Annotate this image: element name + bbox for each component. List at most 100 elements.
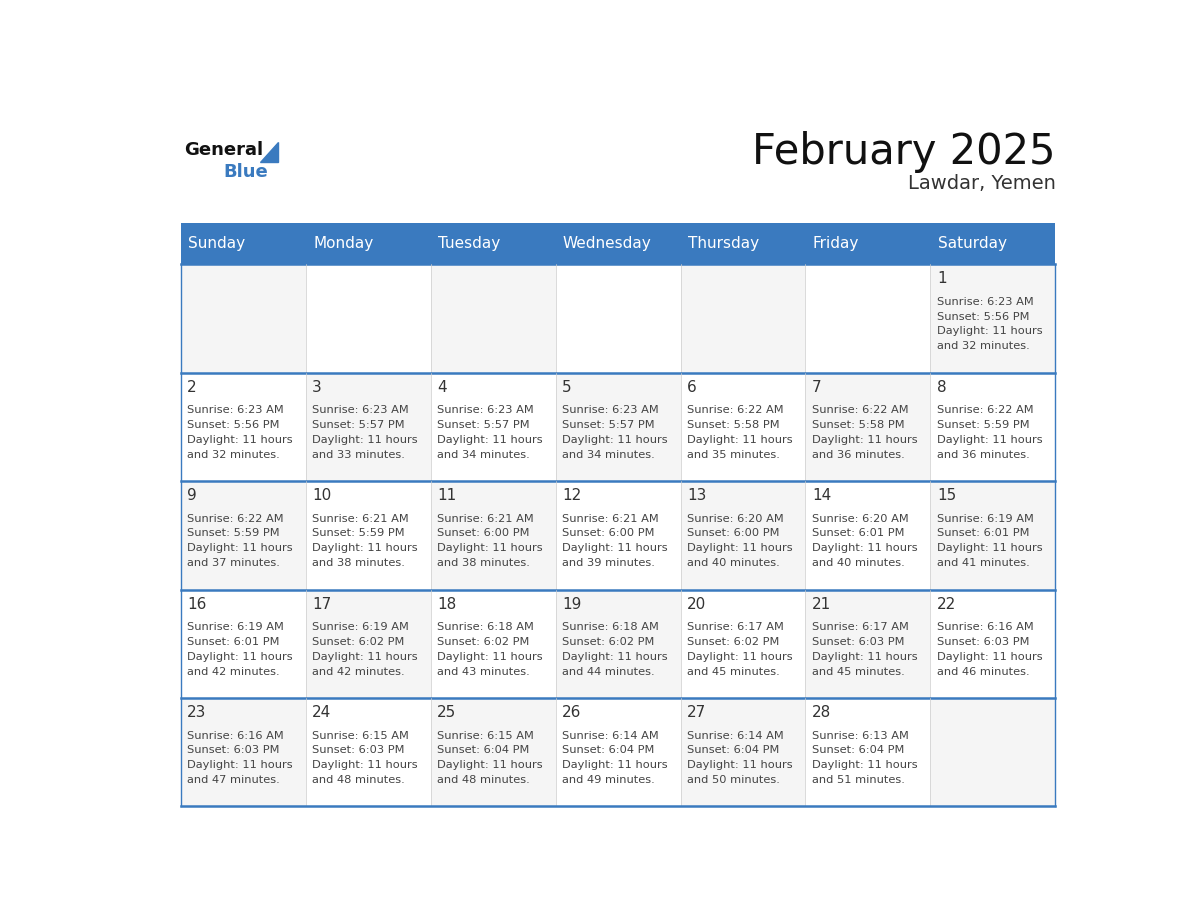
Text: Sunrise: 6:19 AM: Sunrise: 6:19 AM [937,514,1034,523]
Text: Sunset: 6:04 PM: Sunset: 6:04 PM [562,745,655,756]
FancyBboxPatch shape [305,264,430,373]
FancyBboxPatch shape [805,264,930,373]
FancyBboxPatch shape [305,698,430,806]
Text: Sunrise: 6:23 AM: Sunrise: 6:23 AM [312,405,409,415]
Text: Daylight: 11 hours: Daylight: 11 hours [437,543,543,554]
Text: Sunset: 5:59 PM: Sunset: 5:59 PM [312,529,405,539]
Text: Sunset: 5:57 PM: Sunset: 5:57 PM [562,420,655,430]
Text: Sunrise: 6:22 AM: Sunrise: 6:22 AM [188,514,284,523]
Text: Sunrise: 6:15 AM: Sunrise: 6:15 AM [312,731,409,741]
Text: Sunset: 6:00 PM: Sunset: 6:00 PM [562,529,655,539]
Text: 14: 14 [811,488,832,503]
Text: 17: 17 [312,597,331,611]
Text: Sunrise: 6:16 AM: Sunrise: 6:16 AM [188,731,284,741]
Text: Wednesday: Wednesday [563,236,652,252]
Text: 13: 13 [687,488,707,503]
Text: Sunrise: 6:22 AM: Sunrise: 6:22 AM [937,405,1034,415]
Text: Sunrise: 6:23 AM: Sunrise: 6:23 AM [937,297,1034,307]
FancyBboxPatch shape [430,698,556,806]
Text: 9: 9 [188,488,197,503]
Text: and 42 minutes.: and 42 minutes. [312,666,405,677]
Text: 25: 25 [437,705,456,720]
Text: Monday: Monday [314,236,373,252]
Text: Thursday: Thursday [688,236,759,252]
Text: Sunrise: 6:23 AM: Sunrise: 6:23 AM [437,405,533,415]
Text: Daylight: 11 hours: Daylight: 11 hours [937,435,1043,445]
Text: Sunset: 6:03 PM: Sunset: 6:03 PM [811,637,904,647]
FancyBboxPatch shape [805,481,930,589]
FancyBboxPatch shape [430,481,556,589]
Text: Sunday: Sunday [188,236,245,252]
Text: Daylight: 11 hours: Daylight: 11 hours [687,652,792,662]
Text: Daylight: 11 hours: Daylight: 11 hours [312,760,418,770]
Text: 8: 8 [937,380,947,395]
Text: Sunset: 5:56 PM: Sunset: 5:56 PM [188,420,279,430]
Text: Sunrise: 6:21 AM: Sunrise: 6:21 AM [312,514,409,523]
Text: Sunset: 6:03 PM: Sunset: 6:03 PM [312,745,405,756]
FancyBboxPatch shape [681,373,805,481]
Text: Daylight: 11 hours: Daylight: 11 hours [437,435,543,445]
FancyBboxPatch shape [305,589,430,698]
Text: Daylight: 11 hours: Daylight: 11 hours [937,652,1043,662]
Text: Sunrise: 6:15 AM: Sunrise: 6:15 AM [437,731,533,741]
Text: Sunset: 6:04 PM: Sunset: 6:04 PM [437,745,530,756]
Polygon shape [260,142,278,162]
Text: Daylight: 11 hours: Daylight: 11 hours [687,435,792,445]
Text: 15: 15 [937,488,956,503]
Text: and 42 minutes.: and 42 minutes. [188,666,280,677]
Text: 24: 24 [312,705,331,720]
Text: and 45 minutes.: and 45 minutes. [811,666,905,677]
Text: 26: 26 [562,705,581,720]
Text: and 37 minutes.: and 37 minutes. [188,558,280,568]
Text: and 32 minutes.: and 32 minutes. [188,450,280,460]
Text: 20: 20 [687,597,706,611]
FancyBboxPatch shape [181,698,305,806]
Text: and 33 minutes.: and 33 minutes. [312,450,405,460]
Text: and 44 minutes.: and 44 minutes. [562,666,655,677]
FancyBboxPatch shape [556,698,681,806]
Text: Sunrise: 6:14 AM: Sunrise: 6:14 AM [687,731,784,741]
Text: Sunrise: 6:18 AM: Sunrise: 6:18 AM [437,622,533,633]
FancyBboxPatch shape [556,481,681,589]
FancyBboxPatch shape [430,373,556,481]
Text: 1: 1 [937,272,947,286]
FancyBboxPatch shape [430,264,556,373]
Text: Daylight: 11 hours: Daylight: 11 hours [562,652,668,662]
Text: 16: 16 [188,597,207,611]
Text: and 46 minutes.: and 46 minutes. [937,666,1030,677]
Text: 4: 4 [437,380,447,395]
Text: Sunrise: 6:21 AM: Sunrise: 6:21 AM [562,514,659,523]
Text: and 35 minutes.: and 35 minutes. [687,450,779,460]
FancyBboxPatch shape [930,373,1055,481]
Text: Lawdar, Yemen: Lawdar, Yemen [908,174,1055,193]
Text: and 41 minutes.: and 41 minutes. [937,558,1030,568]
Text: Sunrise: 6:19 AM: Sunrise: 6:19 AM [188,622,284,633]
FancyBboxPatch shape [181,589,305,698]
Text: 7: 7 [811,380,822,395]
Text: 21: 21 [811,597,832,611]
FancyBboxPatch shape [805,373,930,481]
Text: Daylight: 11 hours: Daylight: 11 hours [811,652,917,662]
FancyBboxPatch shape [681,698,805,806]
Text: 11: 11 [437,488,456,503]
Text: 22: 22 [937,597,956,611]
Text: and 34 minutes.: and 34 minutes. [437,450,530,460]
Text: Sunset: 6:04 PM: Sunset: 6:04 PM [687,745,779,756]
Text: and 49 minutes.: and 49 minutes. [562,775,655,785]
Text: Daylight: 11 hours: Daylight: 11 hours [562,543,668,554]
Text: and 38 minutes.: and 38 minutes. [312,558,405,568]
Text: 3: 3 [312,380,322,395]
FancyBboxPatch shape [556,589,681,698]
Text: 18: 18 [437,597,456,611]
FancyBboxPatch shape [930,264,1055,373]
Text: Sunrise: 6:22 AM: Sunrise: 6:22 AM [811,405,909,415]
Text: Daylight: 11 hours: Daylight: 11 hours [562,435,668,445]
Text: 5: 5 [562,380,571,395]
Text: Sunset: 6:01 PM: Sunset: 6:01 PM [188,637,279,647]
Text: 23: 23 [188,705,207,720]
Text: Sunset: 6:03 PM: Sunset: 6:03 PM [937,637,1029,647]
Text: and 40 minutes.: and 40 minutes. [687,558,779,568]
Text: Daylight: 11 hours: Daylight: 11 hours [811,435,917,445]
Text: Sunset: 6:00 PM: Sunset: 6:00 PM [687,529,779,539]
FancyBboxPatch shape [930,481,1055,589]
